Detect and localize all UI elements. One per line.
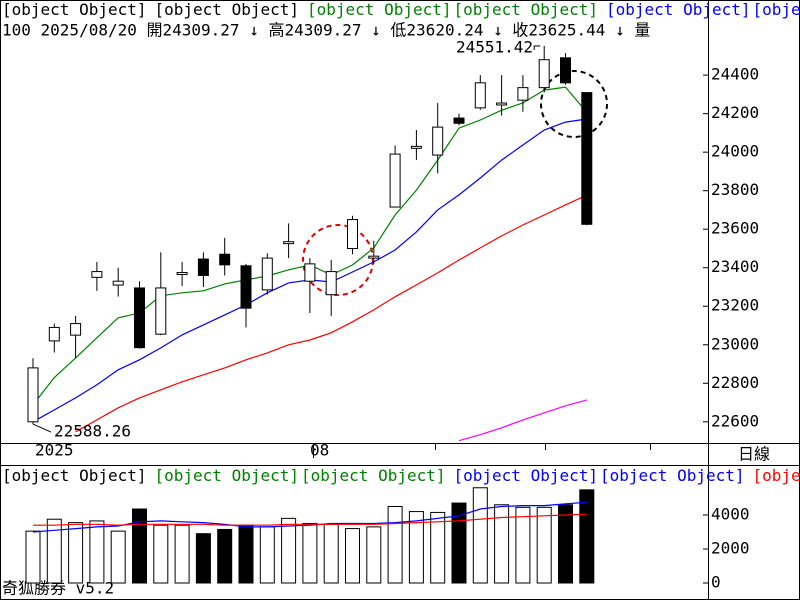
volume-bar xyxy=(89,520,105,584)
volume-bar xyxy=(515,506,531,584)
y-tick-label: 4000 xyxy=(711,504,750,523)
candle-body xyxy=(112,280,124,286)
candle-body xyxy=(325,271,337,296)
candle-body xyxy=(347,219,358,249)
volume-bar xyxy=(430,511,446,584)
candle-body xyxy=(389,153,401,208)
candle-body xyxy=(70,323,82,336)
annotation-leader xyxy=(533,45,541,50)
candle-body xyxy=(240,265,252,309)
candle-body xyxy=(134,287,145,349)
subtitle: 100 2025/08/20 開24309.27 ↓ 高24309.27 ↓ 低… xyxy=(2,21,650,40)
ma-line xyxy=(32,86,588,406)
header-item: [object Object] xyxy=(301,466,446,485)
highlight-circle xyxy=(302,224,374,296)
x-tick-label: 08 xyxy=(310,441,329,460)
header-item: [object Object] xyxy=(606,0,751,19)
volume-bar xyxy=(387,505,403,584)
candle-body xyxy=(155,287,167,335)
y-tick-label: 23200 xyxy=(711,296,759,315)
volume-bar xyxy=(451,502,467,584)
x-tick-label: 2025 xyxy=(35,441,74,460)
header-item: [object Object] xyxy=(155,466,300,485)
volume-bar xyxy=(323,523,339,584)
candle-body xyxy=(27,367,39,423)
header: [object Object] [object Object] [object Ob… xyxy=(2,0,800,19)
candle-body xyxy=(517,87,529,101)
y-tick-label: 2000 xyxy=(711,538,750,557)
header-item: [object Object] xyxy=(454,0,599,19)
volume-bar xyxy=(579,489,595,584)
volume-bar xyxy=(174,524,190,584)
mv-line xyxy=(33,513,587,526)
y-tick-label: 24000 xyxy=(711,142,759,161)
highlight-circle xyxy=(540,70,608,138)
candle-body xyxy=(219,253,231,266)
volume-bar xyxy=(494,504,510,584)
volume-bar xyxy=(558,504,573,584)
candle-body xyxy=(496,102,508,106)
y-tick-label: 24200 xyxy=(711,103,759,122)
candle-body xyxy=(48,326,60,342)
candle-body xyxy=(538,59,550,89)
annotation-leader xyxy=(32,423,52,433)
header: [object Object] [object Object] [object Ob… xyxy=(2,466,800,485)
candle-body xyxy=(432,126,444,156)
volume-bar xyxy=(46,518,62,584)
candle-body xyxy=(368,255,380,259)
candle-body xyxy=(453,117,465,124)
header-item: [object Object] xyxy=(2,466,147,485)
volume-bar xyxy=(472,487,488,584)
header-item: [object Object] xyxy=(753,0,800,19)
volume-bar xyxy=(195,533,211,584)
candle-body xyxy=(91,271,103,278)
y-tick-label: 24400 xyxy=(711,65,759,84)
volume-bar xyxy=(25,530,41,584)
y-tick-label: 23800 xyxy=(711,180,759,199)
ma-line xyxy=(75,194,588,433)
volume-bar xyxy=(536,506,552,584)
volume-bar xyxy=(366,526,382,584)
candle-body xyxy=(410,145,422,149)
volume-bar xyxy=(110,530,126,584)
candle-body xyxy=(197,258,209,276)
volume-bar xyxy=(259,526,275,584)
y-tick-label: 0 xyxy=(711,572,721,591)
y-tick-label: 23000 xyxy=(711,334,759,353)
candle-body xyxy=(560,57,571,84)
volume-bar xyxy=(68,522,84,584)
ma-line xyxy=(458,399,587,442)
annotation: 22588.26 xyxy=(54,422,131,441)
y-tick-label: 23600 xyxy=(711,219,759,238)
header-item: [object Object] xyxy=(600,466,745,485)
volume-bar xyxy=(153,524,169,584)
volume-bar xyxy=(238,524,254,584)
candle-body xyxy=(261,257,273,291)
volume-bar xyxy=(408,511,424,584)
volume-bar xyxy=(132,508,147,584)
volume-bar xyxy=(302,522,318,584)
annotation: 24551.42 xyxy=(456,38,533,57)
y-tick-label: 23400 xyxy=(711,257,759,276)
volume-bar xyxy=(217,528,233,584)
y-tick-label: 22800 xyxy=(711,373,759,392)
volume-bar xyxy=(281,517,297,584)
header-item: [object Object] xyxy=(753,466,800,485)
header-item: [object Object] xyxy=(155,0,300,19)
candle-body xyxy=(283,241,295,245)
volume-bar xyxy=(345,528,360,584)
candle-body xyxy=(581,92,593,225)
header-item: [object Object] xyxy=(307,0,452,19)
header-item: [object Object] xyxy=(454,466,599,485)
header-item: [object Object] xyxy=(2,0,147,19)
candle-body xyxy=(304,263,316,282)
candle-body xyxy=(176,272,188,275)
y-tick-label: 22600 xyxy=(711,411,759,430)
period-label: 日線 xyxy=(738,445,770,464)
candle-body xyxy=(474,82,486,109)
